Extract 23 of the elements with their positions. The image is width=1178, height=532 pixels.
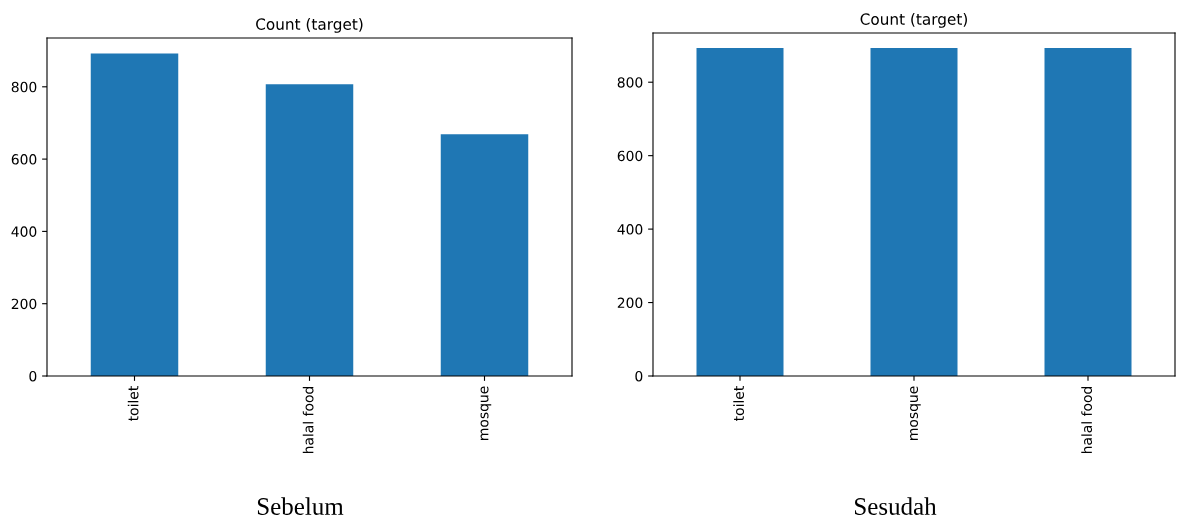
text: Sebelum: [257, 497, 344, 515]
bar: [265, 84, 354, 376]
x-tick-label: mosque: [480, 386, 492, 440]
y-tick-label: 0: [635, 370, 643, 382]
text: Sesudah: [855, 497, 937, 515]
y-tick-label: 600: [11, 154, 37, 165]
x-tick-label: toilet: [733, 386, 745, 421]
y-tick-label: 200: [11, 298, 37, 310]
bar: [90, 53, 179, 376]
y-tick-label: 200: [617, 297, 643, 309]
y-tick-label: 800: [617, 77, 643, 88]
y-tick-label: 400: [11, 226, 37, 237]
y-tick-label: 600: [617, 150, 643, 162]
x-tick-label: toilet: [127, 386, 139, 421]
y-tick-label: 400: [617, 224, 643, 235]
chart-title: Count (target): [860, 13, 967, 28]
chart-title: Count (target): [256, 18, 363, 33]
bar: [440, 134, 529, 376]
x-tick-label: mosque: [910, 386, 921, 440]
y-tick-label: 0: [29, 370, 37, 382]
y-tick-label: 800: [11, 81, 37, 93]
x-tick-label: halal food: [1081, 386, 1093, 454]
x-tick-label: halal food: [302, 386, 314, 454]
